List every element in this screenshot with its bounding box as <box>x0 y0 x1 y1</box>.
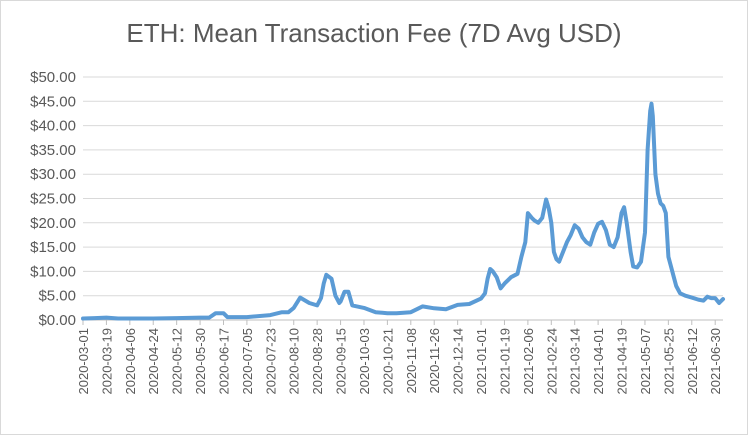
x-tick-label: 2021-04-01 <box>591 328 606 395</box>
y-tick-label: $45.00 <box>30 93 76 110</box>
x-tick-label: 2020-07-05 <box>240 328 255 395</box>
x-tick-label: 2021-02-06 <box>521 328 536 395</box>
y-tick-label: $5.00 <box>38 288 76 305</box>
x-tick-label: 2020-03-19 <box>99 328 114 395</box>
chart-title: ETH: Mean Transaction Fee (7D Avg USD) <box>126 18 622 48</box>
x-tick-label: 2020-11-08 <box>404 328 419 394</box>
x-tick-label: 2021-03-14 <box>568 328 583 395</box>
x-tick-label: 2020-08-28 <box>310 328 325 395</box>
series-group <box>81 101 725 321</box>
x-tick-label: 2020-12-14 <box>451 328 466 395</box>
x-tick-label: 2020-11-26 <box>427 328 442 394</box>
y-tick-label: $35.00 <box>30 142 76 159</box>
x-tick-label: 2020-03-01 <box>76 328 91 395</box>
x-axis-ticks: 2020-03-01 2020-03-19 2020-04-06 2020-04-24… <box>76 320 723 395</box>
x-tick-label: 2021-05-07 <box>638 328 653 395</box>
y-tick-label: $25.00 <box>30 191 76 208</box>
x-tick-label: 2020-05-12 <box>170 328 185 395</box>
y-tick-label: $15.00 <box>30 239 76 256</box>
x-tick-label: 2020-07-23 <box>263 328 278 395</box>
y-tick-label: $30.00 <box>30 166 76 183</box>
x-tick-label: 2021-06-30 <box>708 328 723 395</box>
x-tick-label: 2020-04-24 <box>146 328 161 395</box>
x-tick-label: 2020-06-17 <box>216 328 231 395</box>
x-tick-label: 2021-04-19 <box>615 328 630 395</box>
series-line <box>81 101 725 321</box>
x-tick-label: 2020-09-15 <box>334 328 349 395</box>
y-tick-label: $0.00 <box>38 312 76 329</box>
x-tick-label: 2021-01-19 <box>497 328 512 395</box>
gridlines <box>83 76 723 321</box>
y-tick-label: $50.00 <box>30 69 76 86</box>
x-tick-label: 2020-08-10 <box>287 328 302 395</box>
x-tick-label: 2021-06-12 <box>685 328 700 395</box>
x-tick-label: 2021-02-24 <box>544 328 559 395</box>
x-tick-label: 2021-05-25 <box>661 328 676 395</box>
x-tick-label: 2020-10-03 <box>357 328 372 395</box>
y-tick-label: $10.00 <box>30 263 76 280</box>
y-tick-label: $20.00 <box>30 215 76 232</box>
y-tick-label: $40.00 <box>30 118 76 135</box>
x-tick-label: 2021-01-01 <box>474 328 489 395</box>
x-tick-label: 2020-10-21 <box>380 328 395 395</box>
x-tick-label: 2020-04-06 <box>123 328 138 395</box>
y-axis-ticks: $0.00 $5.00 $10.00 $15.00 $20.00 $25.00 $30.00… <box>30 69 76 329</box>
x-tick-label: 2020-05-30 <box>193 328 208 395</box>
